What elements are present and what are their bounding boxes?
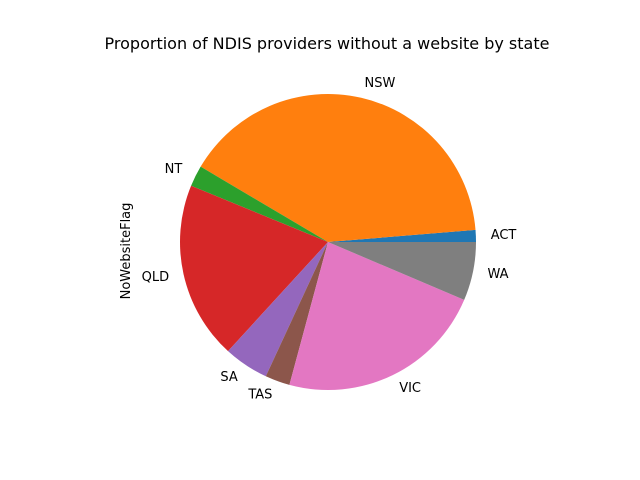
pie-slice-tas bbox=[265, 242, 328, 385]
pie-slice-sa bbox=[228, 242, 328, 377]
y-axis-label: NoWebsiteFlag bbox=[119, 203, 134, 300]
pie-slice-act bbox=[328, 229, 476, 242]
pie-label-sa: SA bbox=[220, 370, 237, 385]
pie-slice-nsw bbox=[200, 93, 476, 242]
pie-label-nt: NT bbox=[165, 162, 183, 177]
pie-slice-qld bbox=[180, 185, 328, 352]
pie-label-nsw: NSW bbox=[365, 76, 396, 91]
pie-slice-nt bbox=[191, 166, 328, 242]
pie-slice-wa bbox=[328, 242, 476, 300]
pie-label-qld: QLD bbox=[142, 270, 170, 285]
pie-label-wa: WA bbox=[488, 267, 509, 282]
pie-slices bbox=[180, 93, 476, 391]
pie-labels: ACT NSW NT QLD SA TAS VIC WA bbox=[142, 76, 517, 403]
pie-slice-vic bbox=[289, 242, 465, 391]
pie-label-act: ACT bbox=[491, 228, 517, 243]
pie-label-tas: TAS bbox=[247, 388, 272, 403]
chart-title: Proportion of NDIS providers without a w… bbox=[105, 34, 550, 53]
pie-label-vic: VIC bbox=[399, 381, 421, 396]
